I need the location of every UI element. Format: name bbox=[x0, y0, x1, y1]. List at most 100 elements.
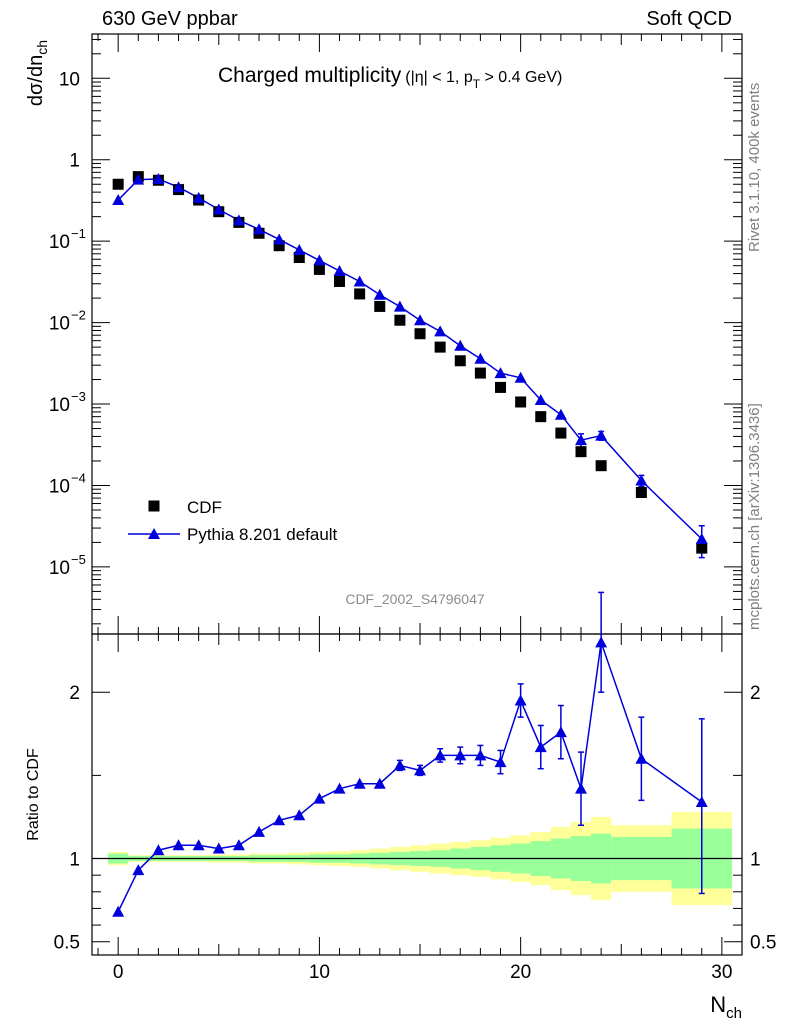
data-point-pythia bbox=[313, 254, 326, 266]
ratio-point-pythia bbox=[152, 844, 165, 856]
data-point-pythia bbox=[152, 173, 165, 185]
x-axis-label: Nch bbox=[710, 992, 742, 1022]
data-point-cdf bbox=[454, 355, 466, 367]
legend-marker-pythia bbox=[148, 528, 160, 539]
ratio-point-pythia bbox=[514, 694, 527, 706]
ratio-y-tick-label-right: 1 bbox=[750, 850, 761, 871]
data-point-cdf bbox=[434, 341, 446, 353]
data-point-pythia bbox=[232, 214, 245, 226]
y-tick-label: 10 bbox=[49, 476, 70, 497]
data-point-cdf bbox=[474, 367, 486, 379]
ratio-point-pythia bbox=[253, 825, 266, 837]
data-point-cdf bbox=[374, 300, 386, 312]
ratio-point-pythia bbox=[373, 777, 386, 789]
analysis-watermark: CDF_2002_S4796047 bbox=[345, 591, 485, 607]
y-tick-label: 10 bbox=[49, 558, 70, 579]
data-point-cdf bbox=[515, 396, 527, 408]
x-tick-label: 10 bbox=[309, 962, 330, 983]
ratio-point-pythia bbox=[635, 752, 648, 764]
data-point-pythia bbox=[514, 371, 527, 383]
data-point-cdf bbox=[313, 263, 325, 275]
ratio-point-pythia bbox=[273, 814, 286, 826]
y-tick-label-exponent: −5 bbox=[71, 552, 86, 567]
data-point-pythia bbox=[635, 474, 648, 486]
data-point-pythia bbox=[132, 173, 145, 185]
header-left: 630 GeV ppbar bbox=[102, 8, 238, 30]
ratio-point-pythia bbox=[353, 777, 366, 789]
ratio-point-pythia bbox=[554, 726, 567, 738]
data-point-pythia bbox=[333, 265, 346, 277]
data-point-pythia bbox=[393, 300, 406, 312]
data-point-pythia bbox=[293, 243, 306, 255]
data-point-cdf bbox=[696, 542, 708, 554]
ratio-y-tick-label-left: 2 bbox=[69, 683, 80, 704]
y-tick-label: 10 bbox=[49, 314, 70, 335]
ratio-point-pythia bbox=[454, 749, 467, 761]
legend-label-cdf: CDF bbox=[187, 498, 222, 517]
y-tick-label: 10 bbox=[59, 69, 80, 90]
series-line-pythia bbox=[117, 178, 703, 540]
data-point-cdf bbox=[334, 275, 346, 287]
ratio-point-pythia bbox=[333, 782, 346, 794]
ratio-point-pythia bbox=[313, 792, 326, 804]
data-point-pythia bbox=[454, 339, 467, 351]
data-point-cdf bbox=[535, 411, 547, 423]
ratio-point-pythia bbox=[575, 782, 588, 794]
data-point-pythia bbox=[414, 314, 427, 326]
y-tick-label: 10 bbox=[49, 232, 70, 253]
data-point-pythia bbox=[253, 223, 266, 235]
legend-marker-cdf bbox=[148, 500, 160, 512]
ratio-point-pythia bbox=[474, 749, 487, 761]
y-tick-label-exponent: −2 bbox=[71, 308, 86, 323]
data-point-pythia bbox=[373, 288, 386, 300]
ratio-point-pythia bbox=[132, 864, 145, 876]
data-point-cdf bbox=[414, 328, 426, 340]
ratio-point-pythia bbox=[232, 839, 245, 851]
x-tick-label: 30 bbox=[711, 962, 732, 983]
ratio-y-tick-label-right: 0.5 bbox=[750, 933, 776, 954]
side-text-top: Rivet 3.1.10, 400k events bbox=[746, 82, 763, 252]
data-point-cdf bbox=[555, 427, 567, 439]
data-point-cdf bbox=[495, 381, 507, 393]
y-tick-label: 10 bbox=[49, 395, 70, 416]
ratio-y-tick-label-right: 2 bbox=[750, 683, 761, 704]
data-point-pythia bbox=[494, 367, 507, 379]
ratio-point-pythia bbox=[414, 764, 427, 776]
y-tick-label-exponent: −3 bbox=[71, 389, 86, 404]
data-point-pythia bbox=[474, 352, 487, 364]
data-point-pythia bbox=[192, 191, 205, 203]
ratio-point-pythia bbox=[112, 905, 125, 917]
data-point-pythia bbox=[434, 325, 447, 337]
ratio-point-pythia bbox=[695, 795, 708, 807]
y-axis-label: dσ/dnch bbox=[25, 40, 50, 106]
data-point-cdf bbox=[575, 446, 587, 458]
plot-title: Charged multiplicity (|η| < 1, pT > 0.4 G… bbox=[218, 64, 562, 91]
ratio-y-tick-label-left: 1 bbox=[69, 850, 80, 871]
data-point-pythia bbox=[595, 429, 608, 441]
ratio-point-pythia bbox=[494, 756, 507, 768]
ratio-point-pythia bbox=[212, 842, 225, 854]
side-text-bottom: mcplots.cern.ch [arXiv:1306.3436] bbox=[746, 403, 763, 630]
data-point-pythia bbox=[353, 275, 366, 287]
y-tick-label-exponent: −4 bbox=[71, 470, 86, 485]
data-point-cdf bbox=[293, 252, 305, 264]
data-point-pythia bbox=[575, 434, 588, 446]
ratio-point-pythia bbox=[595, 636, 608, 648]
x-tick-label: 20 bbox=[510, 962, 531, 983]
data-point-pythia bbox=[695, 533, 708, 545]
ratio-point-pythia bbox=[393, 759, 406, 771]
data-point-pythia bbox=[212, 203, 225, 215]
ratio-point-pythia bbox=[293, 809, 306, 821]
x-tick-label: 0 bbox=[113, 962, 124, 983]
data-point-cdf bbox=[354, 288, 366, 300]
legend-label-pythia: Pythia 8.201 default bbox=[187, 525, 338, 544]
ratio-plot-frame bbox=[91, 633, 743, 956]
ratio-y-tick-label-left: 0.5 bbox=[54, 933, 80, 954]
data-point-cdf bbox=[112, 178, 124, 190]
ratio-point-pythia bbox=[434, 749, 447, 761]
ratio-y-axis-label: Ratio to CDF bbox=[25, 748, 42, 841]
ratio-point-pythia bbox=[534, 741, 547, 753]
data-point-pythia bbox=[112, 194, 125, 206]
data-point-cdf bbox=[394, 314, 406, 326]
